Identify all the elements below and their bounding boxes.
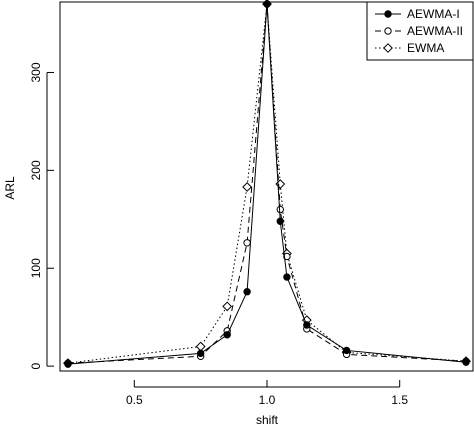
data-point-aewma-i bbox=[243, 288, 251, 296]
data-point-aewma-i bbox=[462, 358, 470, 366]
x-tick-label: 1.0 bbox=[259, 393, 276, 407]
data-point-ewma bbox=[222, 301, 233, 312]
y-tick-label: 200 bbox=[29, 160, 43, 180]
y-tick-label: 100 bbox=[29, 258, 43, 278]
x-tick-label: 0.5 bbox=[126, 393, 143, 407]
data-point-aewma-ii bbox=[243, 239, 251, 247]
legend-label-ewma: EWMA bbox=[407, 41, 444, 55]
data-point-aewma-i bbox=[196, 349, 205, 358]
data-point-aewma-i bbox=[64, 360, 72, 368]
data-point-ewma bbox=[242, 182, 253, 192]
legend-entry-ewma: EWMA bbox=[375, 41, 444, 55]
x-tick-label: 1.5 bbox=[391, 393, 408, 407]
data-point-aewma-ii bbox=[283, 252, 291, 261]
legend-entry-aewma-ii: AEWMA-II bbox=[375, 24, 463, 38]
data-point-ewma bbox=[195, 341, 206, 352]
x-axis-title: shift bbox=[256, 413, 279, 427]
legend-entry-aewma-i: AEWMA-I bbox=[375, 7, 460, 21]
y-tick-label: 300 bbox=[29, 62, 43, 82]
legend-marker-aewma-ii bbox=[384, 27, 392, 35]
series-layer bbox=[63, 0, 471, 369]
data-point-aewma-i bbox=[303, 321, 311, 329]
data-point-aewma-i bbox=[263, 0, 271, 8]
series-line-aewma-i bbox=[67, 3, 467, 365]
legend: AEWMA-I AEWMA-II EWMA bbox=[366, 1, 474, 61]
y-tick-label: 0 bbox=[29, 362, 43, 369]
data-point-aewma-i bbox=[342, 346, 351, 355]
axes-layer: 0.5 1.0 1.5 0 100 200 300 bbox=[29, 1, 474, 407]
data-point-aewma-ii bbox=[276, 205, 284, 214]
series-aewma-i bbox=[64, 0, 470, 368]
y-axis-title: ARL bbox=[3, 176, 17, 200]
legend-marker-ewma bbox=[383, 43, 393, 53]
data-point-aewma-i bbox=[223, 331, 231, 339]
series-line-ewma bbox=[67, 3, 467, 364]
data-point-aewma-i bbox=[283, 273, 291, 281]
legend-marker-aewma-i bbox=[384, 10, 392, 18]
legend-label-aewma-i: AEWMA-I bbox=[407, 7, 460, 21]
data-point-aewma-i bbox=[276, 217, 284, 225]
legend-label-aewma-ii: AEWMA-II bbox=[407, 24, 463, 38]
